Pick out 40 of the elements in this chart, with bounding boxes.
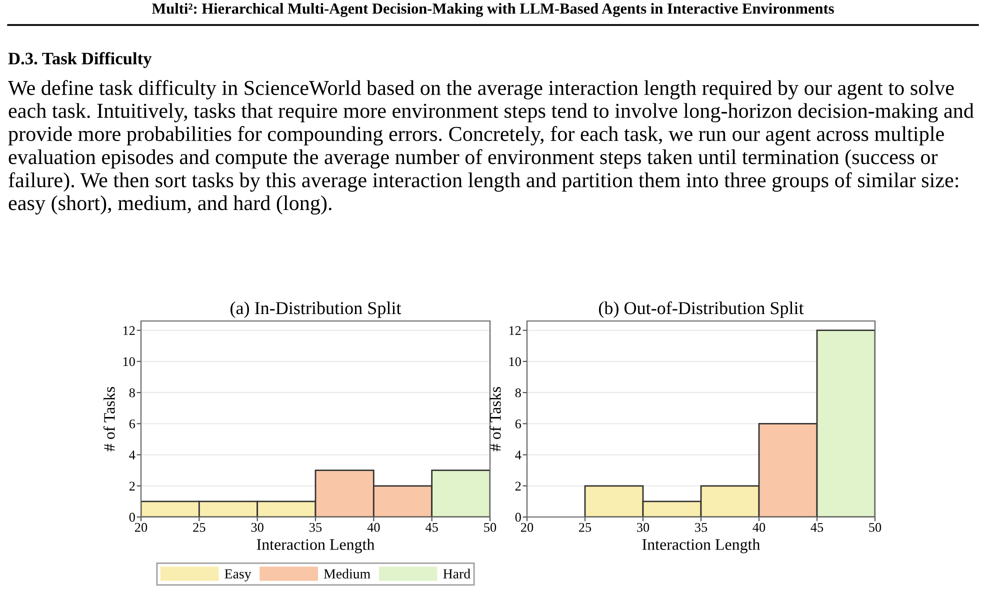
y-axis-title: # of Tasks xyxy=(489,387,501,452)
x-tick-label: 40 xyxy=(367,522,380,532)
legend-label: Medium xyxy=(324,568,370,579)
y-tick-label: 8 xyxy=(129,388,135,398)
y-tick-label: 0 xyxy=(129,512,135,522)
x-tick-label: 40 xyxy=(752,522,766,532)
x-tick-label: 20 xyxy=(134,522,148,532)
x-tick-label: 30 xyxy=(637,522,650,532)
y-tick-label: 6 xyxy=(129,420,136,428)
x-tick-label: 35 xyxy=(695,522,708,532)
y-tick-label: 12 xyxy=(509,326,521,335)
y-axis-title: # of Tasks xyxy=(103,387,115,452)
legend-label: Hard xyxy=(443,568,470,579)
y-tick-label: 10 xyxy=(509,357,521,366)
text: Multi²: Hierarchical Multi-Agent Decision-Making with LLM-Based Agents in Interactive Environments xyxy=(152,3,834,17)
x-tick-label: 45 xyxy=(425,523,438,532)
text: We define task difficulty in ScienceWorld based on the average interaction length required by our agent to solve each task. Intuitively, tasks that require more environment steps tend to involve long-horizon decision-making and provide more probabilities for compounding errors. Concretely, for each task, we run our agent across multiple evaluation episodes and compute the average number of environment steps taken until termination (success or failure). We then sort tasks by this average interaction length and partition them into three groups of similar size: easy (short), medium, and hard (long). xyxy=(8,80,974,215)
y-tick-label: 10 xyxy=(123,357,135,366)
x-tick-label: 50 xyxy=(484,522,496,532)
legend-label: Easy xyxy=(224,569,252,582)
y-tick-label: 2 xyxy=(515,482,521,490)
y-tick-label: 4 xyxy=(515,450,522,460)
chart-title: (b) Out-of-Distribution Split xyxy=(598,301,804,318)
y-tick-label: 6 xyxy=(515,420,522,428)
x-tick-label: 50 xyxy=(869,522,882,532)
x-tick-label: 25 xyxy=(578,522,592,532)
text: D.3. Task Difficulty xyxy=(8,52,152,68)
y-tick-label: 2 xyxy=(129,482,135,490)
y-tick-label: 0 xyxy=(515,512,521,522)
y-tick-label: 12 xyxy=(123,326,135,335)
x-tick-label: 25 xyxy=(193,522,206,532)
x-tick-label: 35 xyxy=(310,522,322,532)
x-tick-label: 20 xyxy=(520,522,534,532)
y-tick-label: 4 xyxy=(129,450,136,460)
x-tick-label: 45 xyxy=(810,523,824,532)
x-axis-title: Interaction Length xyxy=(256,538,374,554)
chart-title: (a) In-Distribution Split xyxy=(230,302,402,318)
x-axis-title: Interaction Length xyxy=(642,538,760,554)
y-tick-label: 8 xyxy=(515,388,521,398)
x-tick-label: 30 xyxy=(251,522,264,532)
